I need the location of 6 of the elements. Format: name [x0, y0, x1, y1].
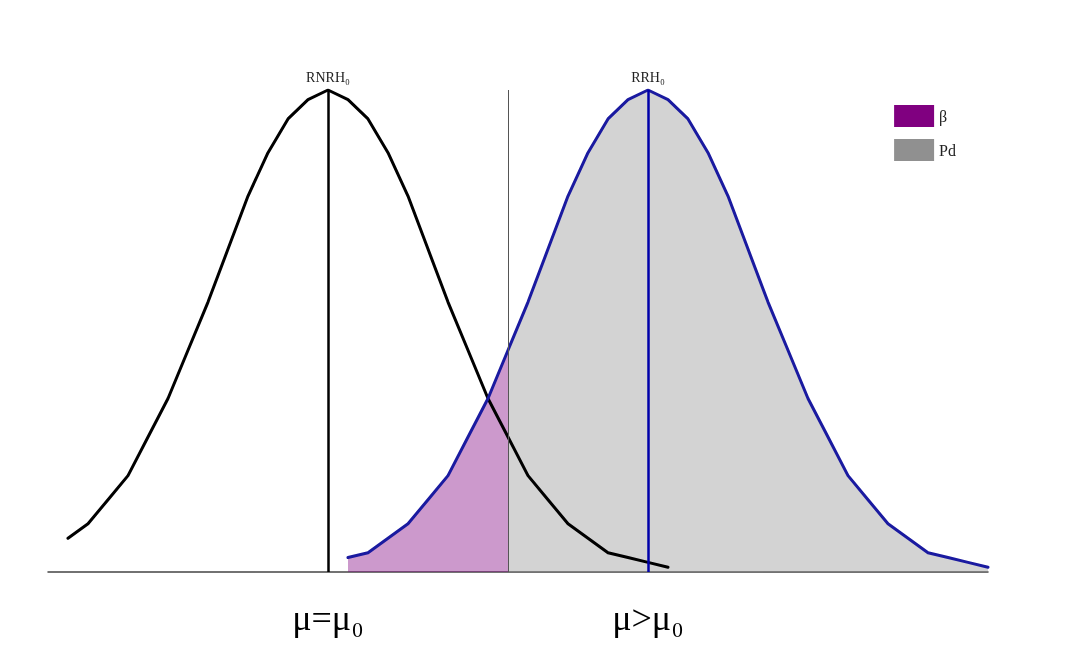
legend-label: β	[939, 107, 948, 126]
x-tick-label: μ=μ₀	[292, 598, 364, 638]
ref-line-label: RNRH₀	[306, 69, 351, 85]
legend-label: Pd	[939, 141, 957, 159]
x-tick-label: μ>μ₀	[612, 598, 684, 638]
ref-line-label: RRH₀	[631, 69, 665, 85]
